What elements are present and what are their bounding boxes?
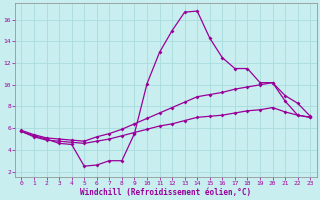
X-axis label: Windchill (Refroidissement éolien,°C): Windchill (Refroidissement éolien,°C) <box>80 188 252 197</box>
